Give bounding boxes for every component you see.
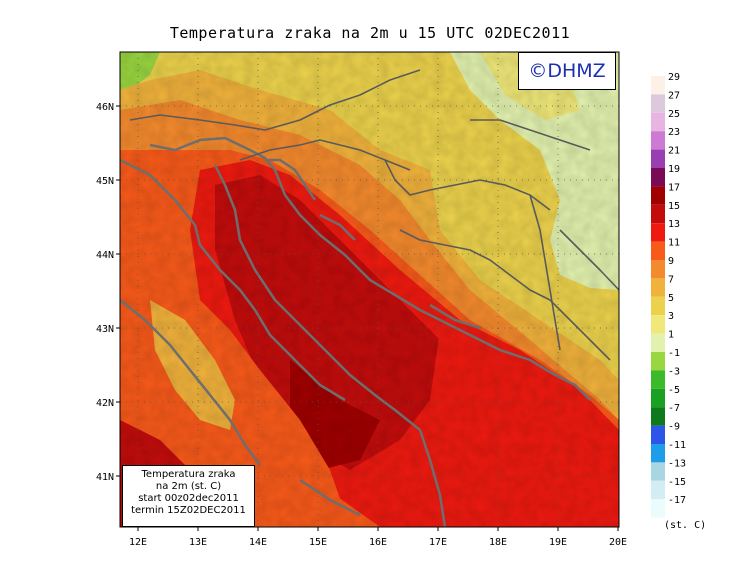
legend-label: 11 [668, 238, 680, 249]
legend-label: 13 [668, 219, 680, 230]
legend-swatch [651, 296, 665, 316]
legend-unit: (st. C) [664, 520, 706, 531]
legend-label: -3 [668, 366, 680, 377]
legend-swatch [651, 444, 665, 463]
legend-label: 17 [668, 182, 680, 193]
legend-swatch [651, 223, 665, 242]
legend-swatch [651, 260, 665, 279]
lat-label-42n: 42N [96, 398, 114, 409]
legend-label: -5 [668, 385, 680, 396]
info-line-level: na 2m (st. C) [155, 481, 222, 492]
legend-label: -7 [668, 403, 680, 414]
lon-label-20e: 20E [609, 537, 627, 548]
legend-label: 3 [668, 311, 674, 322]
legend-swatch [651, 462, 665, 481]
lat-label-43n: 43N [96, 324, 114, 335]
legend-swatch [651, 333, 665, 352]
legend-label: -1 [668, 348, 680, 359]
legend-swatch [651, 480, 665, 500]
legend-swatch [651, 388, 665, 408]
lat-label-46n: 46N [96, 102, 114, 113]
lon-label-16e: 16E [369, 537, 387, 548]
legend-label: 15 [668, 201, 680, 212]
info-box: Temperatura zraka na 2m (st. C) start 00… [122, 465, 255, 527]
map-title: Temperatura zraka na 2m u 15 UTC 02DEC20… [169, 24, 571, 42]
legend-label: -9 [668, 422, 680, 433]
info-line-valid: termin 15Z02DEC2011 [131, 505, 246, 516]
legend-swatch [651, 94, 665, 113]
legend-swatch [651, 352, 665, 371]
legend-swatch [651, 168, 665, 187]
lat-label-41n: 41N [96, 472, 114, 483]
axis-ticks [116, 105, 619, 531]
legend-swatch [651, 499, 665, 518]
legend-swatch [651, 186, 665, 205]
legend-swatch [651, 315, 665, 334]
legend-label: 25 [668, 109, 680, 120]
legend-swatch [651, 278, 665, 297]
legend-swatch [651, 131, 665, 150]
lat-label-45n: 45N [96, 176, 114, 187]
legend-swatch [651, 204, 665, 224]
legend-label: 21 [668, 146, 680, 157]
legend-label: 29 [668, 72, 680, 83]
legend-label: -11 [668, 440, 686, 451]
legend-swatch [651, 112, 665, 132]
lon-label-17e: 17E [429, 537, 447, 548]
info-line-start: start 00z02dec2011 [138, 493, 239, 504]
map-plot-area [120, 52, 619, 527]
lon-label-18e: 18E [489, 537, 507, 548]
lon-label-12e: 12E [129, 537, 147, 548]
latitude-labels: 41N 42N 43N 44N 45N 46N [96, 102, 114, 483]
legend-swatch [651, 370, 665, 389]
legend-label: -17 [668, 495, 686, 506]
legend-swatch [651, 241, 665, 260]
lon-label-19e: 19E [549, 537, 567, 548]
legend-label: 19 [668, 164, 680, 175]
longitude-labels: 12E 13E 14E 15E 16E 17E 18E 19E 20E [129, 537, 627, 548]
color-legend: 29 27 25 23 21 19 17 15 13 11 9 7 5 3 1 -1 -3 -5 -7 -9 -11 -1… [651, 72, 686, 518]
legend-swatch [651, 149, 665, 168]
lon-label-14e: 14E [249, 537, 267, 548]
lon-label-15e: 15E [309, 537, 327, 548]
lon-label-13e: 13E [189, 537, 207, 548]
legend-swatch [651, 407, 665, 426]
legend-label: 27 [668, 90, 680, 101]
dhmz-logo: ©DHMZ [518, 52, 616, 90]
legend-swatch [651, 425, 665, 444]
plot-frame [119, 51, 620, 528]
legend-label: 1 [668, 330, 674, 341]
legend-swatch [651, 76, 665, 95]
info-line-variable: Temperatura zraka [141, 469, 236, 480]
legend-label: -15 [668, 477, 686, 488]
legend-label: 7 [668, 274, 674, 285]
legend-label: 9 [668, 256, 674, 267]
legend-label: 23 [668, 127, 680, 138]
borders [129, 69, 619, 361]
legend-label: 5 [668, 293, 674, 304]
lat-label-44n: 44N [96, 250, 114, 261]
legend-label: -13 [668, 458, 686, 469]
coastlines [120, 136, 591, 527]
